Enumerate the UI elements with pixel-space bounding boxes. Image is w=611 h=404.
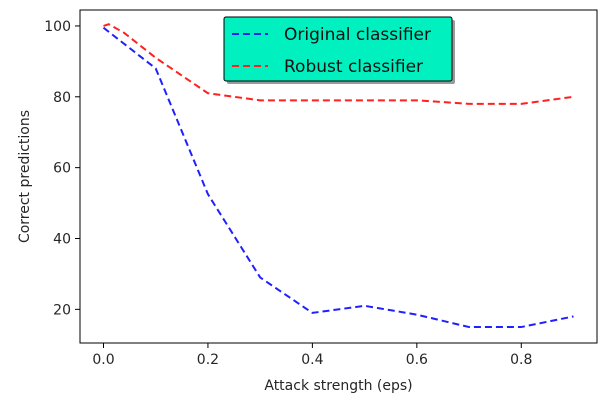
y-axis-label: Correct predictions: [17, 110, 33, 243]
x-tick-label: 0.6: [406, 352, 428, 368]
x-tick-label: 0.0: [92, 352, 114, 368]
y-axis-ticks: 20 40 60 80 100: [44, 19, 80, 318]
x-axis-label: Attack strength (eps): [264, 378, 412, 394]
series-line-original-classifier: [102, 26, 574, 329]
y-tick-label: 20: [53, 302, 71, 318]
y-tick-label: 40: [53, 231, 71, 247]
legend: Original classifier Robust classifier: [223, 16, 455, 84]
series-layer: [102, 23, 574, 329]
legend-label-original-classifier: Original classifier: [284, 25, 431, 45]
y-tick-label: 100: [44, 19, 71, 35]
y-tick-label: 60: [53, 161, 71, 177]
plot-frame: [79, 9, 598, 344]
x-tick-label: 0.2: [197, 352, 219, 368]
x-axis-ticks: 0.0 0.2 0.4 0.6 0.8: [92, 343, 532, 368]
x-tick-label: 0.8: [510, 352, 532, 368]
legend-box: [223, 16, 453, 82]
y-tick-label: 80: [53, 90, 71, 106]
x-tick-label: 0.4: [301, 352, 323, 368]
legend-label-robust-classifier: Robust classifier: [284, 57, 423, 77]
series-line-robust-classifier: [103, 23, 574, 105]
